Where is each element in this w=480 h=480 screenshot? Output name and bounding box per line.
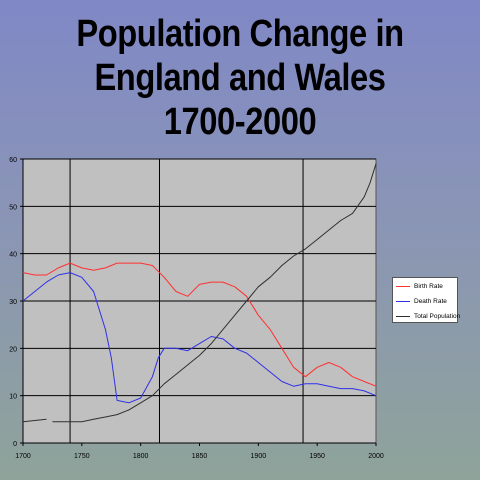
x-tick-label-2000: 2000 <box>368 453 384 460</box>
x-tick-label-1800: 1800 <box>133 453 149 460</box>
legend-item-death-rate: Death Rate <box>396 296 447 306</box>
series-line-total-population <box>22 163 377 423</box>
legend-item-birth-rate: Birth Rate <box>396 281 443 291</box>
chart-title: Population Change in England and Wales 1… <box>34 12 447 144</box>
legend-swatch-total-population <box>396 315 410 317</box>
y-tick-label-50: 50 <box>9 204 17 211</box>
chart-legend: Birth Rate Death Rate Total Population <box>392 277 460 323</box>
y-tick-label-10: 10 <box>9 394 17 401</box>
y-tick-label-20: 20 <box>9 346 17 353</box>
legend-swatch-birth-rate <box>396 285 410 287</box>
y-tick-label-40: 40 <box>9 252 17 259</box>
legend-label-death-rate: Death Rate <box>414 297 447 305</box>
y-tick-label-0: 0 <box>13 441 17 448</box>
title-line-2: England and Wales <box>94 57 386 99</box>
x-tick-label-1750: 1750 <box>74 453 90 460</box>
y-tick-label-30: 30 <box>9 299 17 306</box>
x-tick-label-1850: 1850 <box>192 453 208 460</box>
y-tick-label-60: 60 <box>9 157 17 164</box>
x-tick-label-1700: 1700 <box>15 453 31 460</box>
title-line-3: 1700-2000 <box>163 101 317 143</box>
series-line-death-rate <box>22 272 377 404</box>
x-tick-label-1950: 1950 <box>309 453 325 460</box>
series-line-birth-rate <box>22 262 377 387</box>
title-line-1: Population Change in <box>76 13 404 55</box>
legend-swatch-death-rate <box>396 300 410 302</box>
legend-label-total-population: Total Population <box>414 312 461 320</box>
legend-label-birth-rate: Birth Rate <box>414 282 443 290</box>
legend-item-total-population: Total Population <box>396 311 460 321</box>
x-tick-label-1900: 1900 <box>251 453 267 460</box>
